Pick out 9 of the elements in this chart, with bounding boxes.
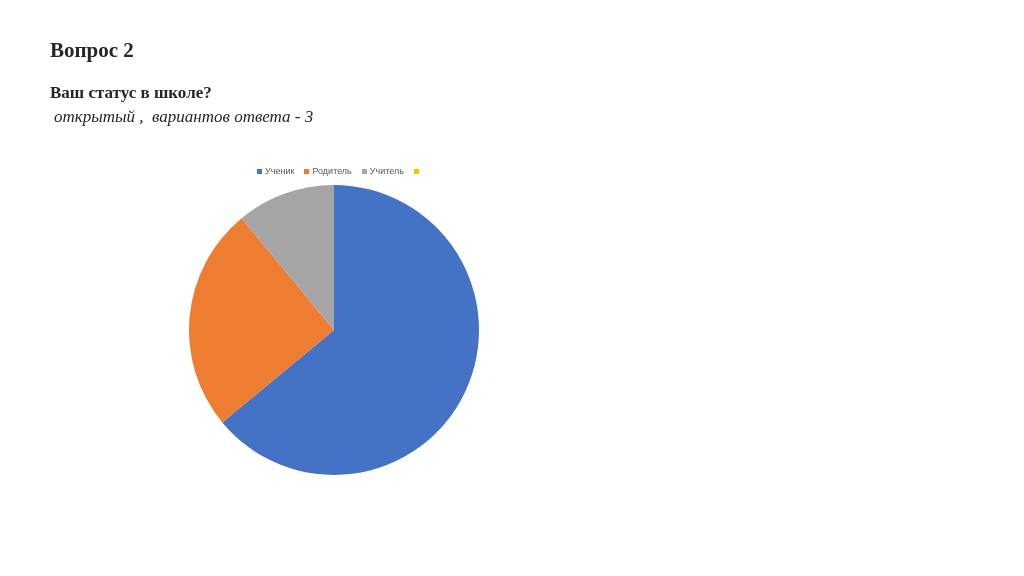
chart-subtitle: Ваш статус в школе? bbox=[50, 83, 212, 103]
text: открытый , вариантов ответа - 3 bbox=[54, 107, 314, 127]
pie-slice bbox=[222, 185, 479, 475]
legend-label: Ученик bbox=[264, 166, 295, 176]
legend-label: Учитель bbox=[368, 166, 404, 176]
legend-label: Родитель bbox=[311, 166, 352, 176]
pie-slice bbox=[241, 185, 334, 330]
pie-slice bbox=[189, 218, 334, 423]
chart-title: Вопрос 2 bbox=[50, 38, 134, 63]
